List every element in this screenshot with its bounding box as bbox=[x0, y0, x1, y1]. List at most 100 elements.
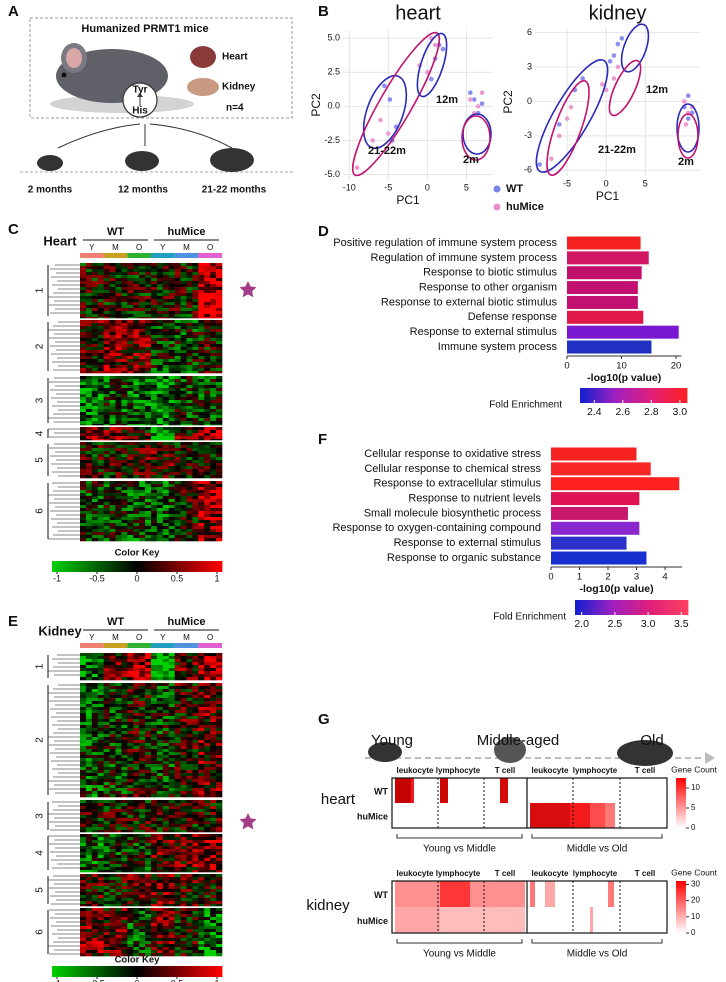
heatmap-texture bbox=[186, 487, 193, 491]
heatmap-texture bbox=[186, 457, 193, 461]
heatmap-texture bbox=[204, 317, 211, 319]
heatmap-texture bbox=[97, 332, 104, 336]
heatmap-texture bbox=[133, 412, 140, 416]
heatmap-texture bbox=[186, 305, 193, 309]
heatmap-texture bbox=[91, 785, 99, 789]
heatmap-texture bbox=[127, 716, 134, 720]
heatmap-texture bbox=[109, 379, 116, 383]
heatmap-texture bbox=[168, 505, 175, 509]
heatmap-texture bbox=[80, 439, 87, 441]
color-key-stripe bbox=[160, 561, 165, 572]
heatmap-texture bbox=[145, 335, 152, 339]
heatmap-texture bbox=[97, 424, 104, 426]
heatmap-texture bbox=[174, 517, 181, 521]
heatmap-texture bbox=[91, 834, 99, 838]
heatmap-texture bbox=[85, 895, 93, 899]
heatmap-texture bbox=[180, 686, 187, 690]
heatmap-texture bbox=[198, 698, 205, 702]
heatmap-texture bbox=[103, 689, 110, 693]
heatmap-texture bbox=[85, 904, 93, 907]
heatmap-texture bbox=[145, 743, 152, 747]
heatmap-texture bbox=[139, 287, 146, 291]
heatmap-texture bbox=[210, 481, 217, 485]
heatmap-texture bbox=[97, 499, 104, 503]
heatmap-texture bbox=[186, 296, 193, 300]
age-label: 12 months bbox=[118, 185, 168, 196]
heatmap-texture bbox=[103, 830, 110, 833]
heatmap-texture bbox=[121, 749, 128, 753]
colorbar-stripe bbox=[610, 388, 613, 403]
heatmap-texture bbox=[162, 671, 170, 675]
heatmap-texture bbox=[151, 877, 158, 881]
heatmap-texture bbox=[91, 538, 99, 542]
heatmap-texture bbox=[186, 445, 193, 449]
color-key-stripe bbox=[191, 561, 196, 572]
heatmap-texture bbox=[174, 415, 181, 419]
heatmap-texture bbox=[180, 394, 187, 398]
heatmap-texture bbox=[210, 415, 217, 419]
panel-label: G bbox=[318, 711, 330, 728]
heatmap-texture bbox=[168, 526, 175, 530]
heatmap-texture bbox=[156, 755, 164, 759]
heatmap-texture bbox=[127, 442, 134, 446]
heatmap-texture bbox=[180, 433, 187, 437]
heatmap-texture bbox=[174, 311, 181, 315]
heatmap-texture bbox=[204, 338, 211, 342]
heatmap-texture bbox=[162, 454, 170, 458]
heatmap-texture bbox=[210, 892, 217, 896]
heatmap-texture bbox=[204, 901, 211, 905]
heatmap-texture bbox=[216, 505, 223, 509]
heatmap-texture bbox=[174, 448, 181, 452]
heatmap-texture bbox=[145, 514, 152, 518]
heatmap-texture bbox=[97, 415, 104, 419]
heatmap-texture bbox=[174, 412, 181, 416]
heatmap-texture bbox=[121, 439, 128, 441]
heatmap-texture bbox=[85, 849, 93, 853]
x-tick-label: 10 bbox=[616, 361, 627, 372]
heatmap-texture bbox=[133, 870, 140, 873]
heatmap-texture bbox=[156, 406, 164, 410]
heatmap-texture bbox=[85, 388, 93, 392]
colorbar-stripe bbox=[654, 388, 658, 403]
heatmap-texture bbox=[103, 818, 110, 822]
heatmap-texture bbox=[103, 463, 110, 467]
heatmap-texture bbox=[115, 764, 122, 768]
x-tick-label: 0 bbox=[604, 178, 609, 188]
heatmap-texture bbox=[198, 662, 205, 666]
heatmap-texture bbox=[210, 460, 217, 464]
heatmap-texture bbox=[192, 433, 199, 437]
heatmap-texture bbox=[198, 852, 205, 856]
heatmap-texture bbox=[168, 773, 175, 777]
heatmap-texture bbox=[103, 332, 110, 336]
heatmap-texture bbox=[109, 840, 116, 844]
heatmap-texture bbox=[145, 529, 152, 533]
heatmap-texture bbox=[151, 448, 158, 452]
heatmap-texture bbox=[198, 794, 205, 798]
heatmap-texture bbox=[109, 454, 116, 458]
heatmap-texture bbox=[139, 439, 146, 441]
heatmap-texture bbox=[186, 448, 193, 452]
heatmap-texture bbox=[133, 293, 140, 297]
heatmap-texture bbox=[91, 858, 99, 862]
heatmap-texture bbox=[109, 538, 116, 542]
heatmap-texture bbox=[204, 898, 211, 902]
heatmap-texture bbox=[192, 911, 199, 915]
heatmap-texture bbox=[97, 668, 104, 672]
y-tick-label: -5.0 bbox=[324, 169, 340, 179]
heatmap-texture bbox=[216, 803, 223, 807]
heatmap-texture bbox=[85, 391, 93, 395]
heatmap-texture bbox=[162, 523, 170, 527]
heatmap-texture bbox=[198, 400, 205, 404]
heatmap-texture bbox=[186, 764, 193, 768]
heatmap-texture bbox=[204, 499, 211, 503]
heatmap-texture bbox=[192, 412, 199, 416]
heatmap-texture bbox=[174, 394, 181, 398]
heatmap-texture bbox=[156, 460, 164, 464]
heatmap-texture bbox=[162, 892, 170, 896]
heatmap-texture bbox=[97, 843, 104, 847]
heatmap-texture bbox=[145, 758, 152, 762]
heatmap-texture bbox=[103, 475, 110, 479]
heatmap-texture bbox=[115, 290, 122, 294]
heatmap-texture bbox=[198, 701, 205, 705]
colorbar-stripe bbox=[620, 600, 623, 615]
